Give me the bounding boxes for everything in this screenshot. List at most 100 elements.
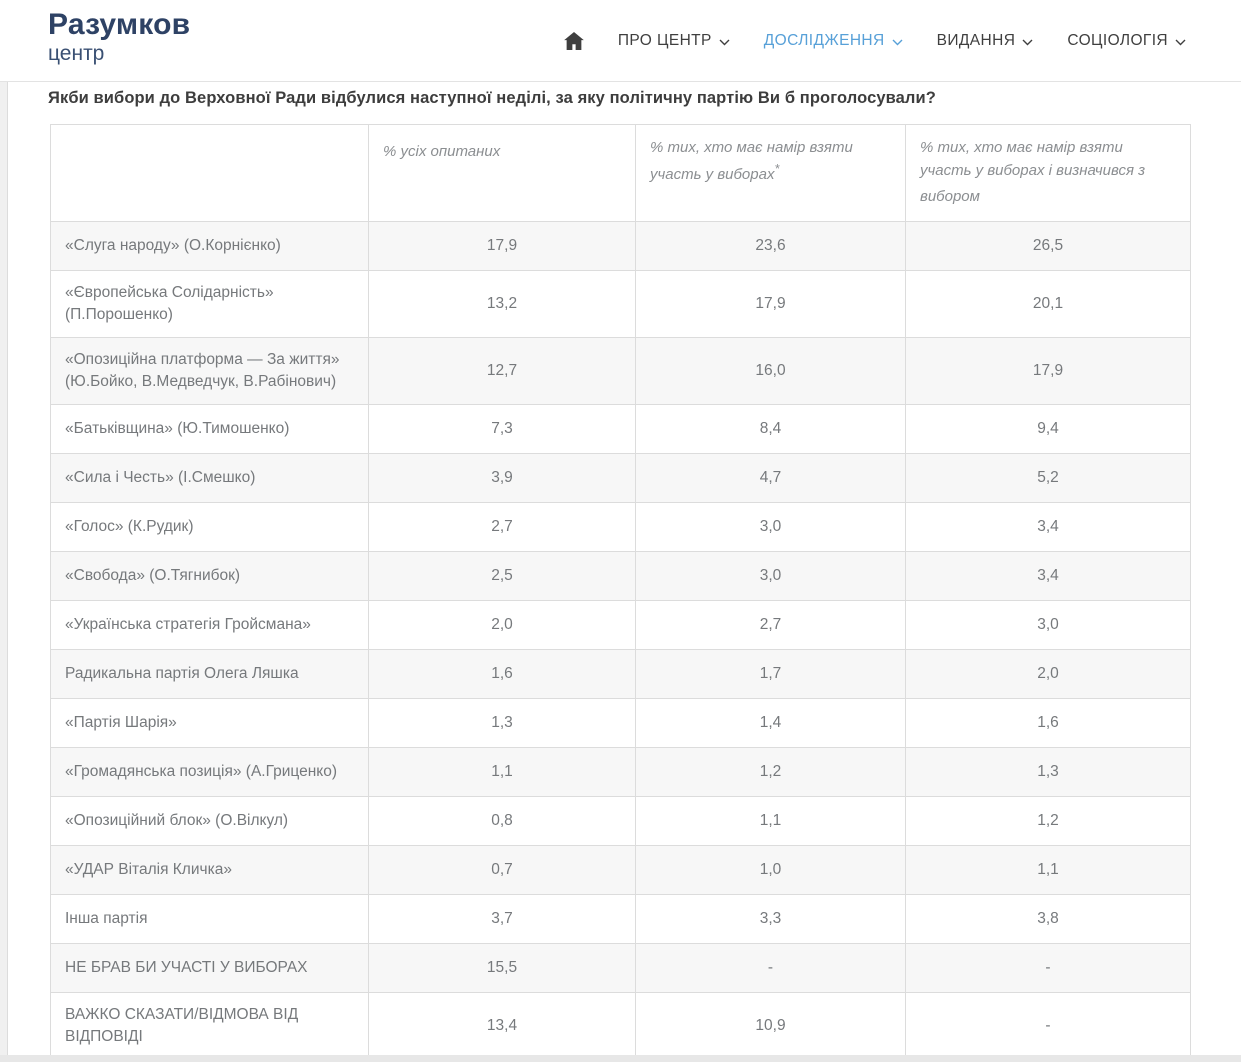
value-cell: 1,2 <box>635 746 906 797</box>
page-left-gutter <box>0 82 8 1056</box>
value-cell: 3,0 <box>905 599 1191 650</box>
chevron-down-icon <box>892 39 903 46</box>
party-name-cell: Радикальна партія Олега Ляшка <box>50 648 369 699</box>
nav-item-label: СОЦІОЛОГІЯ <box>1067 32 1168 49</box>
chevron-down-icon <box>1175 39 1186 46</box>
chevron-down-icon <box>719 39 730 46</box>
party-name-cell: «Свобода» (О.Тягнибок) <box>50 550 369 601</box>
home-icon <box>564 32 584 50</box>
nav-item-about[interactable]: ПРО ЦЕНТР <box>618 32 730 50</box>
value-cell: 3,0 <box>635 501 906 552</box>
logo-title: Разумков <box>48 8 191 41</box>
top-bar: Разумков центр ПРО ЦЕНТР ДОСЛІДЖЕННЯ ВИД… <box>0 0 1241 82</box>
value-cell: 2,7 <box>635 599 906 650</box>
table-row: «Європейська Солідарність» (П.Порошенко)… <box>50 269 1191 338</box>
party-name-cell: «Батьківщина» (Ю.Тимошенко) <box>50 403 369 454</box>
value-cell: 1,3 <box>368 697 636 748</box>
site-logo[interactable]: Разумков центр <box>48 9 190 65</box>
party-name-cell: «УДАР Віталія Кличка» <box>50 844 369 895</box>
table-row: «Слуга народу» (О.Корнієнко) 17,9 23,6 26,5 <box>50 220 1191 271</box>
nav-item-label: ДОСЛІДЖЕННЯ <box>763 32 885 49</box>
value-cell: 17,9 <box>905 336 1191 405</box>
header-intend-and-decided: % тих, хто має намір взяти участь у вибо… <box>905 124 1191 222</box>
nav-item-label: ВИДАННЯ <box>936 32 1016 49</box>
value-cell: 1,7 <box>635 648 906 699</box>
value-cell: 23,6 <box>635 220 906 271</box>
value-cell: 1,6 <box>368 648 636 699</box>
nav-item-sociology[interactable]: СОЦІОЛОГІЯ <box>1067 32 1186 50</box>
table-header-row: % усіх опитаних % тих, хто має намір взя… <box>50 124 1191 222</box>
party-name-cell: НЕ БРАВ БИ УЧАСТІ У ВИБОРАХ <box>50 942 369 993</box>
value-cell: 2,0 <box>905 648 1191 699</box>
value-cell: 1,4 <box>635 697 906 748</box>
value-cell: 1,1 <box>905 844 1191 895</box>
value-cell: 7,3 <box>368 403 636 454</box>
value-cell: 3,4 <box>905 550 1191 601</box>
table-row: «Опозиційний блок» (О.Вілкул) 0,8 1,1 1,2 <box>50 795 1191 846</box>
value-cell: 2,7 <box>368 501 636 552</box>
table-row: «Партія Шарія» 1,3 1,4 1,6 <box>50 697 1191 748</box>
value-cell: 1,1 <box>635 795 906 846</box>
value-cell: 3,4 <box>905 501 1191 552</box>
value-cell: 3,0 <box>635 550 906 601</box>
party-name-cell: Інша партія <box>50 893 369 944</box>
table-row: ВАЖКО СКАЗАТИ/ВІДМОВА ВІД ВІДПОВІДІ 13,4 1… <box>50 991 1191 1060</box>
header-party-column <box>50 124 369 222</box>
table-row: «Сила і Честь» (І.Смешко) 3,9 4,7 5,2 <box>50 452 1191 503</box>
value-cell: 26,5 <box>905 220 1191 271</box>
value-cell: 3,3 <box>635 893 906 944</box>
value-cell: 0,8 <box>368 795 636 846</box>
party-name-cell: «Сила і Честь» (І.Смешко) <box>50 452 369 503</box>
value-cell: 13,2 <box>368 269 636 338</box>
table-row: «УДАР Віталія Кличка» 0,7 1,0 1,1 <box>50 844 1191 895</box>
value-cell: 9,4 <box>905 403 1191 454</box>
value-cell: 5,2 <box>905 452 1191 503</box>
nav-home[interactable] <box>564 32 584 50</box>
value-cell: 0,7 <box>368 844 636 895</box>
value-cell: 15,5 <box>368 942 636 993</box>
table-row: «Голос» (К.Рудик) 2,7 3,0 3,4 <box>50 501 1191 552</box>
poll-question-title: Якби вибори до Верховної Ради відбулися … <box>48 89 936 107</box>
value-cell: 17,9 <box>368 220 636 271</box>
party-name-cell: «Опозиційна платформа — За життя» (Ю.Бой… <box>50 336 369 405</box>
chevron-down-icon <box>1022 39 1033 46</box>
table-row: Інша партія 3,7 3,3 3,8 <box>50 893 1191 944</box>
value-cell: 1,3 <box>905 746 1191 797</box>
poll-results-table: % усіх опитаних % тих, хто має намір взя… <box>50 124 1191 1060</box>
value-cell: 4,7 <box>635 452 906 503</box>
table-body: «Слуга народу» (О.Корнієнко) 17,9 23,6 26,5… <box>50 220 1191 1060</box>
value-cell: 1,0 <box>635 844 906 895</box>
header-intend-to-vote: % тих, хто має намір взяти участь у вибо… <box>635 124 906 222</box>
value-cell: 2,5 <box>368 550 636 601</box>
nav-item-publications[interactable]: ВИДАННЯ <box>937 32 1034 50</box>
value-cell: 1,1 <box>368 746 636 797</box>
value-cell: 16,0 <box>635 336 906 405</box>
value-cell: 1,6 <box>905 697 1191 748</box>
party-name-cell: «Партія Шарія» <box>50 697 369 748</box>
header-all-respondents: % усіх опитаних <box>368 124 636 222</box>
party-name-cell: «Слуга народу» (О.Корнієнко) <box>50 220 369 271</box>
value-cell: 8,4 <box>635 403 906 454</box>
party-name-cell: «Опозиційний блок» (О.Вілкул) <box>50 795 369 846</box>
table-row: Радикальна партія Олега Ляшка 1,6 1,7 2,0 <box>50 648 1191 699</box>
party-name-cell: «Європейська Солідарність» (П.Порошенко) <box>50 269 369 338</box>
value-cell: 1,2 <box>905 795 1191 846</box>
value-cell: 20,1 <box>905 269 1191 338</box>
value-cell: 3,8 <box>905 893 1191 944</box>
party-name-cell: «Українська стратегія Гройсмана» <box>50 599 369 650</box>
value-cell: 17,9 <box>635 269 906 338</box>
table-row: «Опозиційна платформа — За життя» (Ю.Бой… <box>50 336 1191 405</box>
value-cell: 10,9 <box>635 991 906 1060</box>
main-navigation: ПРО ЦЕНТР ДОСЛІДЖЕННЯ ВИДАННЯ СОЦІОЛОГІЯ <box>564 0 1186 82</box>
table-row: «Українська стратегія Гройсмана» 2,0 2,7 3,… <box>50 599 1191 650</box>
value-cell: 3,9 <box>368 452 636 503</box>
value-cell: - <box>905 991 1191 1060</box>
nav-item-research[interactable]: ДОСЛІДЖЕННЯ <box>764 32 903 50</box>
page-bottom-strip <box>0 1055 1241 1062</box>
table-row: «Батьківщина» (Ю.Тимошенко) 7,3 8,4 9,4 <box>50 403 1191 454</box>
party-name-cell: ВАЖКО СКАЗАТИ/ВІДМОВА ВІД ВІДПОВІДІ <box>50 991 369 1060</box>
value-cell: - <box>905 942 1191 993</box>
value-cell: 3,7 <box>368 893 636 944</box>
value-cell: 2,0 <box>368 599 636 650</box>
value-cell: - <box>635 942 906 993</box>
